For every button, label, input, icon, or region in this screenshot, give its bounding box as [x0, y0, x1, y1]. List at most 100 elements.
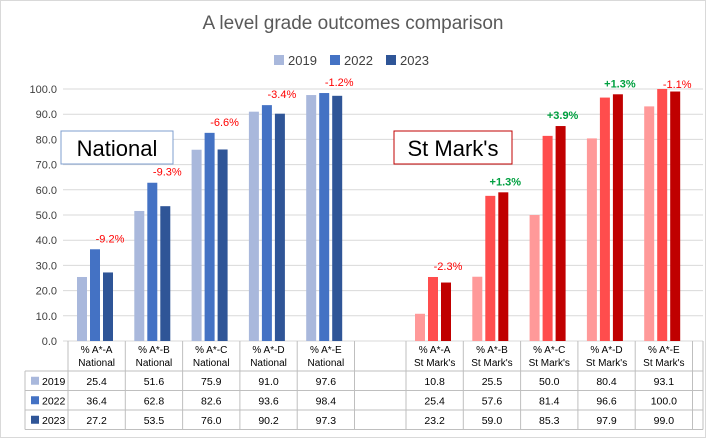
table-cell: 81.4: [539, 395, 560, 407]
bar: [599, 97, 610, 342]
table-cell: 99.0: [654, 415, 675, 427]
category-label: St Mark's: [586, 358, 627, 369]
change-label: +1.3%: [604, 78, 636, 90]
bar: [555, 126, 566, 341]
y-tick-label: 40.0: [36, 235, 57, 247]
table-cell: 100.0: [651, 395, 677, 407]
bar: [90, 249, 100, 341]
y-tick-label: 60.0: [36, 185, 57, 197]
change-label: -1.2%: [325, 77, 354, 89]
category-label: National: [136, 358, 173, 369]
table-cell: 10.8: [424, 376, 445, 388]
bar: [147, 182, 158, 341]
category-label: National: [78, 358, 115, 369]
annotations: -9.2% -9.3% -6.6% -3.4% -1.2% -2.3% +1.3% +3.9%…: [96, 77, 692, 273]
table-cell: 59.0: [482, 415, 503, 427]
legend-label: 2023: [400, 53, 429, 68]
table-cell: 93.1: [654, 376, 675, 388]
table-legend-key: [31, 396, 39, 405]
table-cell: 36.4: [86, 395, 107, 407]
table-cell: 57.6: [482, 395, 503, 407]
table-cell: 80.4: [596, 376, 617, 388]
table-legend-key: [31, 415, 39, 424]
bar: [612, 94, 623, 342]
table-cell: 23.2: [424, 415, 445, 427]
table-cell: 25.5: [482, 376, 503, 388]
bar: [261, 105, 272, 342]
bar: [542, 135, 553, 341]
category-label: National: [193, 358, 230, 369]
bar: [160, 206, 171, 341]
change-label: -3.4%: [268, 89, 297, 101]
table-series-label: 2023: [42, 415, 66, 427]
bar: [428, 276, 438, 341]
category-label: % A*-D: [590, 345, 622, 356]
category-label: St Mark's: [414, 358, 455, 369]
y-tick-label: 100.0: [29, 84, 57, 96]
y-axis: 0.0 10.0 20.0 30.0 40.0 50.0 60.0 70.0 80.0 90.0 1…: [29, 84, 57, 348]
category-label: % A*-C: [533, 345, 565, 356]
table-cell: 51.6: [144, 376, 165, 388]
y-tick-label: 10.0: [36, 311, 57, 323]
table-cell: 85.3: [539, 415, 560, 427]
table-cell: 97.6: [316, 376, 337, 388]
bar: [586, 138, 597, 341]
change-label: -6.6%: [210, 117, 239, 129]
category-label: National: [307, 358, 344, 369]
change-label: +3.9%: [547, 110, 579, 122]
table-cell: 25.4: [86, 376, 107, 388]
bar: [441, 282, 451, 341]
category-label: % A*-B: [138, 345, 170, 356]
group-label-box: [60, 130, 174, 165]
bar: [498, 192, 509, 341]
category-label: St Mark's: [529, 358, 570, 369]
y-tick-label: 30.0: [36, 260, 57, 272]
change-label: -9.3%: [153, 167, 182, 179]
y-tick-label: 80.0: [36, 134, 57, 146]
legend-label: 2019: [288, 53, 317, 68]
bar: [319, 93, 330, 341]
table-cell: 76.0: [201, 415, 222, 427]
bar: [204, 132, 215, 341]
table-cell: 27.2: [86, 415, 107, 427]
table-legend-key: [31, 376, 39, 385]
table-cell: 82.6: [201, 395, 222, 407]
table-cell: 93.6: [258, 395, 279, 407]
table-cell: 75.9: [201, 376, 222, 388]
legend-swatch: [386, 55, 396, 65]
bar: [217, 149, 228, 341]
bar: [134, 210, 145, 341]
chart-title: A level grade outcomes comparison: [203, 13, 504, 34]
table-cell: 97.9: [596, 415, 617, 427]
bar: [77, 276, 87, 341]
legend: 2019 2022 2023: [274, 53, 429, 68]
y-tick-label: 0.0: [42, 336, 57, 348]
bars: [77, 89, 681, 342]
data-table: % A*-A National % A*-B National % A*-C Nation…: [24, 341, 704, 430]
category-label: St Mark's: [471, 358, 512, 369]
bar: [485, 195, 496, 341]
category-label: % A*-E: [310, 345, 342, 356]
table-cell: 96.6: [596, 395, 617, 407]
category-label: % A*-E: [648, 345, 680, 356]
category-label: % A*-A: [81, 345, 113, 356]
group-label-national: National: [77, 136, 158, 161]
group-label-stmarks: St Mark's: [408, 136, 499, 161]
bar: [644, 106, 655, 341]
y-tick-label: 70.0: [36, 160, 57, 172]
bar: [529, 215, 540, 341]
table-series-label: 2022: [42, 395, 66, 407]
change-label: +1.3%: [490, 176, 522, 188]
category-label: % A*-B: [476, 345, 508, 356]
table-cell: 97.3: [316, 415, 337, 427]
bar: [306, 95, 317, 341]
bar: [248, 111, 259, 342]
bar: [657, 89, 668, 341]
bar: [472, 276, 483, 341]
y-tick-label: 90.0: [36, 109, 57, 121]
bar: [274, 113, 285, 341]
category-label: National: [250, 358, 287, 369]
change-label: -9.2%: [96, 233, 125, 245]
legend-label: 2022: [344, 53, 373, 68]
